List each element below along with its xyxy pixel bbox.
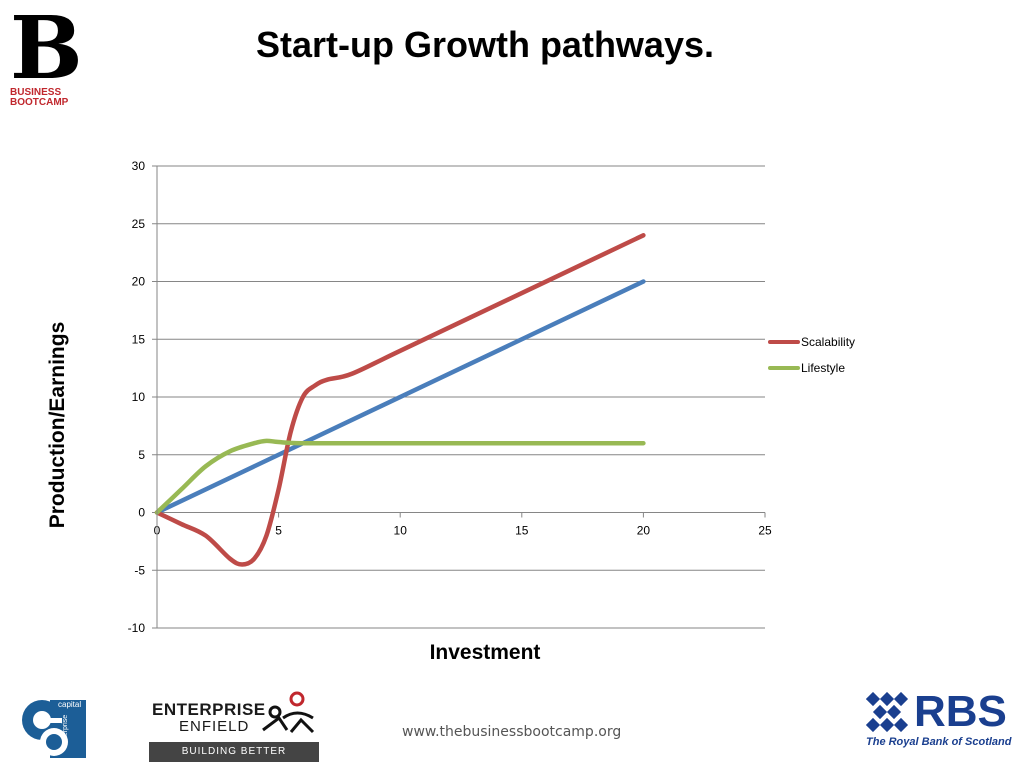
- logo-letter-b: B: [10, 0, 83, 99]
- capital-text: capital: [58, 700, 82, 709]
- x-tick-label: 25: [758, 524, 772, 538]
- x-tick-label: 20: [637, 524, 651, 538]
- y-tick-label: -10: [128, 621, 146, 635]
- series-lines: [154, 233, 646, 567]
- enfield-text: ENFIELD: [179, 718, 250, 735]
- series-line-lifestyle: [154, 438, 646, 515]
- y-tick-label: 20: [132, 275, 146, 289]
- enterprise-text: enterprise: [62, 714, 69, 746]
- logo-text-bootcamp: BOOTCAMP: [10, 97, 69, 108]
- legend-label-scalability: Scalability: [801, 335, 855, 349]
- y-tick-label: -5: [134, 563, 145, 577]
- rbs-name: RBS: [914, 687, 1007, 736]
- capital-enterprise-icon: [22, 700, 86, 758]
- series-line-linear: [154, 279, 646, 515]
- y-tick-label: 5: [138, 448, 145, 462]
- x-tick-label: 15: [515, 524, 529, 538]
- y-tick-label: 10: [132, 390, 146, 404]
- enterprise-enfield-logo: ENTERPRISE ENFIELD BUILDING BETTER BUSIN…: [149, 690, 321, 777]
- x-tick-label: 5: [275, 524, 282, 538]
- y-axis-label: Production/Earnings: [46, 321, 69, 529]
- x-tick-label: 10: [394, 524, 408, 538]
- rbs-daisy-icon: [866, 692, 909, 732]
- slide-title: Start-up Growth pathways.: [255, 24, 715, 65]
- legend-label-lifestyle: Lifestyle: [801, 361, 845, 375]
- y-tick-label: 0: [138, 506, 145, 520]
- y-tick-label: 25: [132, 217, 146, 231]
- footer-url[interactable]: www.thebusinessbootcamp.org: [402, 724, 622, 740]
- business-bootcamp-logo: B BUSINESS BOOTCAMP: [10, 0, 83, 110]
- x-axis-label: Investment: [429, 641, 541, 664]
- logo-text-business: BUSINESS: [10, 87, 62, 98]
- rbs-logo: RBS The Royal Bank of Scotland: [866, 687, 1012, 752]
- y-tick-label: 15: [132, 332, 146, 346]
- rbs-tagline: The Royal Bank of Scotland: [866, 736, 1012, 748]
- legend: Scalability Lifestyle: [768, 335, 855, 375]
- enterprise-enfield-icon: [262, 691, 315, 734]
- series-line-scalability: [154, 233, 646, 567]
- enterprise-enfield-tagline: BUILDING BETTER BUSINESSES: [149, 742, 319, 777]
- gridlines: [157, 165, 765, 629]
- capital-enterprise-logo: capital enterprise: [18, 698, 88, 760]
- y-axis-ticks: 30 25 20 15 10 5 0 -5 -10: [128, 159, 157, 635]
- enterprise-text: ENTERPRISE: [152, 700, 266, 719]
- y-tick-label: 30: [132, 159, 146, 173]
